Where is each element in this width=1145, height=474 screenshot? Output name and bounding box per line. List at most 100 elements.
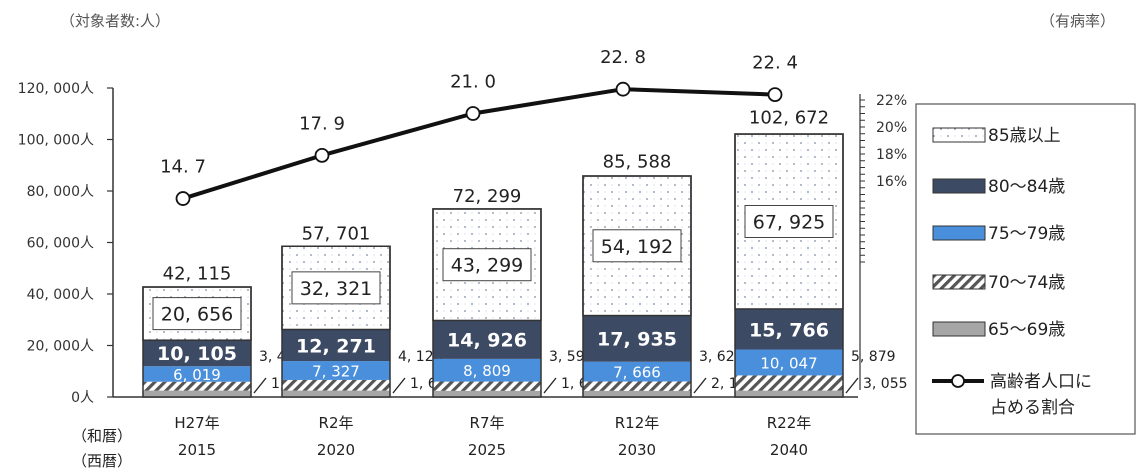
bar-segment [433, 320, 541, 359]
legend-label: 高齢者人口に [990, 372, 1092, 392]
x-category-era: R2年 [319, 414, 354, 432]
x-category-year: 2030 [618, 441, 656, 459]
bar-segment [583, 315, 691, 362]
bar-segment [143, 390, 251, 397]
bar-segment [433, 381, 541, 391]
x-category-era: R22年 [767, 414, 812, 432]
bar-segment [282, 329, 390, 362]
line-series-label: 17. 9 [299, 113, 345, 134]
side-label-upper: 5, 879 [851, 349, 896, 365]
line-series-label: 21. 0 [450, 72, 496, 93]
data-label: 7, 327 [312, 363, 360, 381]
data-label: 17, 935 [597, 329, 677, 351]
data-label: 67, 925 [753, 212, 826, 234]
line-series-label: 22. 8 [600, 47, 646, 68]
legend-swatch [932, 321, 986, 337]
data-label: 8, 809 [463, 362, 511, 380]
unit-label-right: （有病率） [1040, 12, 1116, 30]
side-label-upper: 4, 126 [398, 349, 443, 365]
y-tick-label-left: 40, 000人 [27, 287, 94, 303]
bar-segment [282, 379, 390, 391]
line-series-point [615, 81, 631, 97]
line-series-point [767, 87, 783, 102]
side-label-lower: 3, 055 [863, 376, 908, 392]
side-label-connector [253, 377, 267, 394]
data-label-box [442, 248, 532, 282]
legend-swatch [932, 225, 986, 241]
data-label: 14, 926 [447, 330, 527, 352]
bar-segment [282, 361, 390, 380]
bar-segment [735, 390, 843, 397]
data-label: 12, 271 [296, 335, 376, 357]
legend-label: 85歳以上 [988, 126, 1061, 146]
x-category-year: 2025 [468, 441, 506, 459]
y-tick-label-right: 22% [876, 93, 907, 109]
bar-outline [432, 208, 542, 398]
data-label: 15, 766 [749, 319, 829, 341]
legend-label: 占める割合 [990, 398, 1075, 418]
side-label-connector [392, 377, 406, 394]
data-label: 32, 321 [300, 278, 373, 300]
side-label-connector [543, 377, 557, 394]
bar-segment [143, 381, 251, 391]
unit-label-left: （対象者数:人） [60, 12, 171, 30]
bar-segment [735, 349, 843, 376]
data-label: 20, 656 [161, 304, 234, 326]
x-category-era: R12年 [615, 414, 660, 432]
y-tick-label-left: 20, 000人 [27, 339, 94, 355]
bar-outline [582, 175, 692, 398]
y-tick-label-right: 20% [876, 120, 907, 136]
legend-swatch [932, 127, 986, 143]
bar-segment [433, 358, 541, 382]
side-label-connector [693, 377, 707, 394]
y-tick-label-left: 60, 000人 [27, 236, 94, 252]
line-series-point [175, 191, 191, 206]
y-tick-label-left: 120, 000人 [18, 81, 94, 97]
x-row-label: （西暦） [72, 452, 132, 470]
bar-segment [735, 308, 843, 350]
bar-segment [143, 340, 251, 367]
x-category-year: 2020 [317, 441, 355, 459]
total-label: 57, 701 [302, 223, 371, 244]
bar-segment [433, 390, 541, 397]
line-series-label: 22. 4 [752, 53, 798, 74]
bar-segment [282, 390, 390, 397]
data-label-box [291, 271, 381, 305]
x-row-label: （和暦） [72, 427, 132, 445]
y-tick-label-left: 80, 000人 [27, 184, 94, 200]
data-label: 10, 047 [760, 354, 817, 372]
legend-line-marker [951, 374, 965, 388]
legend-label: 65～69歳 [988, 320, 1065, 340]
legend-swatch [932, 274, 986, 290]
bar-segment [143, 366, 251, 382]
line-series-label: 14. 7 [160, 157, 206, 178]
legend-label: 70～74歳 [988, 273, 1065, 293]
line-series-point [314, 147, 330, 163]
x-category-era: H27年 [174, 414, 219, 432]
data-label-box [744, 205, 834, 239]
legend-swatch [932, 178, 986, 194]
data-label-box [592, 229, 682, 263]
bar-outline [281, 245, 391, 398]
data-label: 6, 019 [173, 366, 221, 384]
bar-segment [583, 390, 691, 397]
x-category-year: 2040 [770, 441, 808, 459]
legend-label: 75～79歳 [988, 224, 1065, 244]
legend-label: 80～84歳 [988, 177, 1065, 197]
bar-segment [583, 361, 691, 382]
data-label: 54, 192 [601, 236, 674, 258]
data-label: 43, 299 [451, 255, 524, 277]
side-label-upper: 3, 628 [699, 349, 744, 365]
y-tick-label-left: 0人 [71, 390, 94, 406]
total-label: 72, 299 [453, 186, 522, 207]
total-label: 42, 115 [163, 264, 232, 285]
x-category-year: 2015 [178, 441, 216, 459]
bar-outline [734, 133, 844, 398]
x-category-era: R7年 [470, 414, 505, 432]
data-label: 10, 105 [157, 343, 237, 365]
y-tick-label-right: 16% [876, 174, 907, 190]
bar-outline [142, 286, 252, 398]
y-tick-label-right: 18% [876, 147, 907, 163]
y-tick-label-left: 100, 000人 [18, 133, 94, 149]
